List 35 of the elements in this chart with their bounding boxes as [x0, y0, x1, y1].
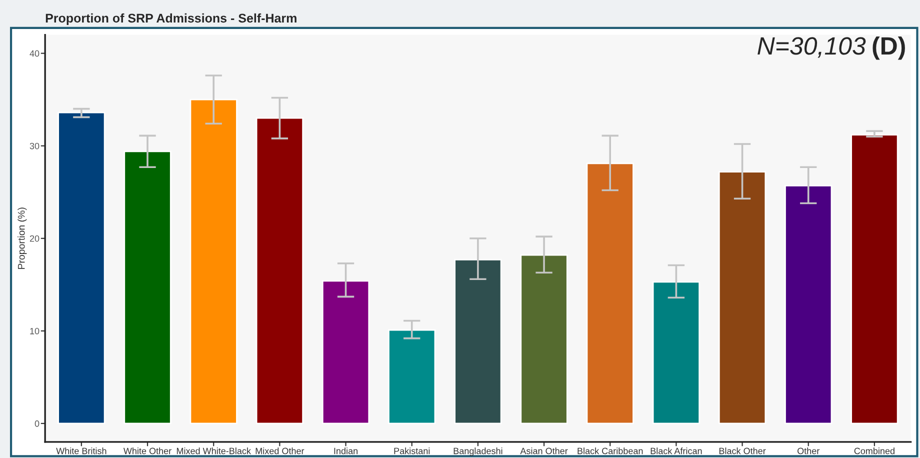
x-tick-label: Combined	[854, 448, 894, 454]
bar	[454, 258, 502, 424]
x-tick-label: White Other	[123, 448, 172, 454]
annotation: N=30,103	[758, 37, 866, 58]
bar	[388, 329, 436, 424]
x-tick-label: Mixed White-Black	[176, 448, 251, 454]
bar	[256, 117, 304, 424]
x-tick-label: Black Caribbean	[578, 448, 643, 454]
y-tick-label: 20	[30, 235, 40, 242]
bar	[652, 281, 700, 424]
bar	[520, 254, 568, 424]
y-tick-label: 40	[30, 50, 40, 57]
bar	[124, 150, 172, 424]
bar	[586, 162, 634, 424]
bar	[850, 134, 898, 424]
x-tick-label: Black Other	[719, 448, 766, 454]
chart-title: Proportion of SRP Admissions - Self-Harm	[46, 13, 296, 26]
annotation: (D)	[872, 36, 905, 60]
y-tick-label: 30	[30, 142, 40, 150]
x-tick-label: Indian	[334, 448, 358, 454]
y-axis-title: Proportion (%)	[18, 208, 27, 269]
bar	[322, 280, 370, 424]
y-tick-label: 10	[30, 328, 40, 334]
x-tick-label: Black African	[650, 448, 702, 454]
x-tick-label: Asian Other	[520, 448, 568, 454]
x-tick-label: Pakistani	[394, 448, 430, 454]
bar	[718, 171, 766, 424]
bar	[784, 184, 832, 424]
x-tick-label: Mixed Other	[256, 448, 304, 454]
x-tick-label: White British	[56, 448, 106, 454]
y-tick-label: 0	[34, 420, 40, 427]
bar	[58, 112, 106, 424]
x-tick-label: Other	[798, 448, 820, 454]
bar	[190, 98, 238, 424]
x-tick-label: Bangladeshi	[454, 448, 502, 456]
